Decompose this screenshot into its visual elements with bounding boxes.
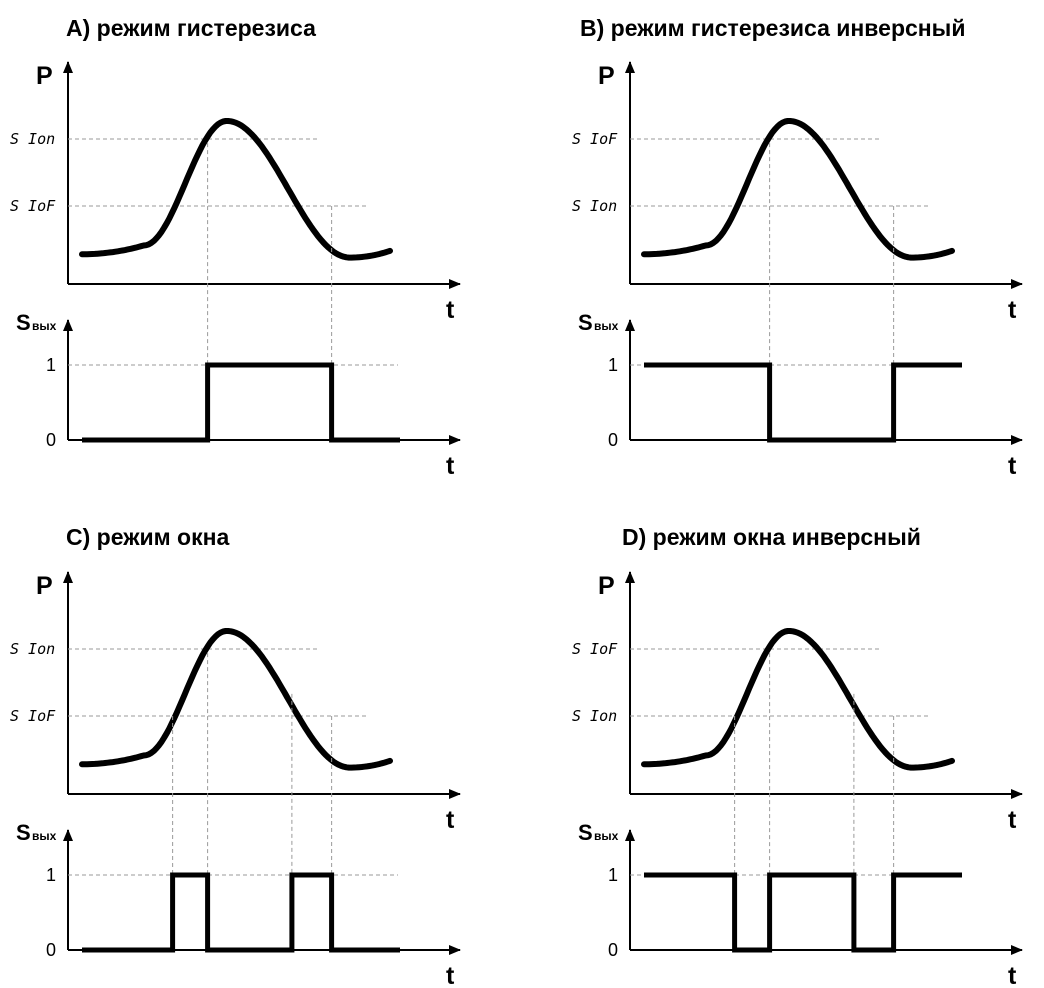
t-axis-label: t [446, 962, 455, 988]
t-axis-label: t [1008, 296, 1017, 324]
out-axis-label-sub: вых [594, 829, 619, 843]
panel-b: B) режим гистерезиса инверсный Pt S IoF S I… [572, 15, 1023, 480]
panel-title: D) режим окна инверсный [622, 524, 921, 550]
signal-curve [641, 628, 955, 771]
signal-curve [641, 118, 955, 261]
out-axis-label: S [578, 310, 593, 335]
upper-threshold-label: S IoF [572, 130, 618, 148]
output-signal [644, 362, 962, 443]
p-axis-label: P [598, 572, 615, 600]
upper-threshold-label: S IoF [572, 640, 618, 658]
lower-threshold-label: S IoF [10, 197, 56, 215]
level-low-label: 0 [46, 430, 56, 450]
out-axis-label: S [16, 310, 31, 335]
lower-threshold-label: S Ion [572, 197, 617, 215]
upper-threshold-label: S Ion [10, 130, 55, 148]
t-axis-label: t [1008, 962, 1017, 988]
p-axis-label: P [36, 572, 53, 600]
level-high-label: 1 [46, 355, 56, 375]
panel-c: C) режим окна Pt S Ion S IoF S вых t 1 0 [10, 524, 461, 988]
out-axis-label-sub: вых [594, 319, 619, 333]
out-axis-label: S [16, 820, 31, 845]
panel-d: D) режим окна инверсный Pt S IoF S Ion S вых t… [572, 524, 1023, 988]
level-high-label: 1 [608, 355, 618, 375]
panel-title: B) режим гистерезиса инверсный [580, 15, 965, 41]
level-low-label: 0 [46, 940, 56, 960]
panel-title: A) режим гистерезиса [66, 15, 316, 41]
level-low-label: 0 [608, 430, 618, 450]
level-high-label: 1 [46, 865, 56, 885]
out-axis-label-sub: вых [32, 829, 57, 843]
lower-threshold-label: S IoF [10, 707, 56, 725]
out-axis-label-sub: вых [32, 319, 57, 333]
panel-title: C) режим окна [66, 524, 229, 550]
t-axis-label: t [1008, 452, 1017, 480]
level-low-label: 0 [608, 940, 618, 960]
t-axis-label: t [446, 452, 455, 480]
output-signal [644, 872, 962, 953]
p-axis-label: P [598, 62, 615, 90]
output-signal [82, 362, 400, 443]
signal-curve [79, 118, 393, 261]
p-axis-label: P [36, 62, 53, 90]
out-axis-label: S [578, 820, 593, 845]
t-axis-label: t [1008, 806, 1017, 834]
upper-threshold-label: S Ion [10, 640, 55, 658]
lower-threshold-label: S Ion [572, 707, 617, 725]
t-axis-label: t [446, 806, 455, 834]
panel-a: A) режим гистерезиса Pt S Ion S IoF S вых t 1 0 [10, 15, 461, 480]
output-signal [82, 872, 400, 953]
signal-curve [79, 628, 393, 771]
t-axis-label: t [446, 296, 455, 324]
level-high-label: 1 [608, 865, 618, 885]
